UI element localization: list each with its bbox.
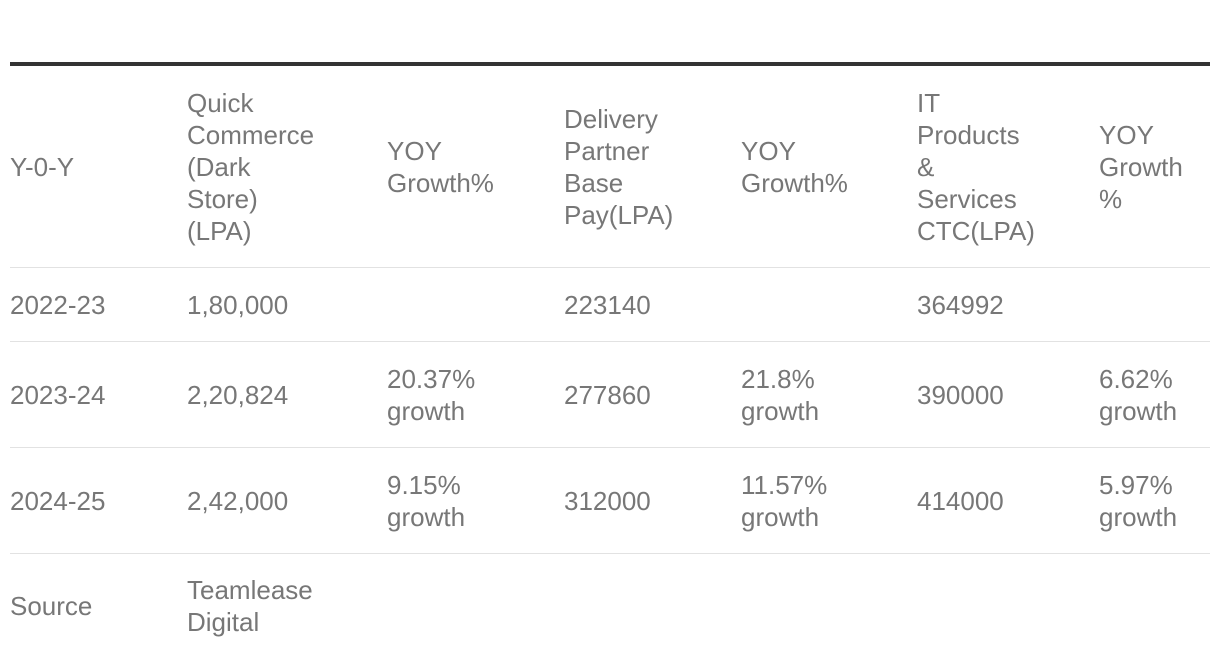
- cell-quick-commerce: 2,20,824: [187, 341, 387, 448]
- cell-yoy-growth-2: 11.57% growth: [741, 447, 917, 554]
- cell-it-products: 364992: [917, 267, 1099, 342]
- table-header-row: Y-0-Y Quick Commerce (Dark Store) (LPA) …: [10, 64, 1210, 268]
- cell-year: 2023-24: [10, 341, 187, 448]
- cell-delivery-partner: 312000: [564, 447, 741, 554]
- source-label: Source: [10, 553, 187, 657]
- cell-it-products: 414000: [917, 447, 1099, 554]
- table-source-row: Source Teamlease Digital: [10, 553, 1210, 657]
- cell-year: 2024-25: [10, 447, 187, 554]
- cell-yoy-growth-3: 6.62% growth: [1099, 341, 1210, 448]
- salary-comparison-table-container: Y-0-Y Quick Commerce (Dark Store) (LPA) …: [10, 62, 1210, 657]
- empty-cell: [741, 553, 917, 657]
- source-value: Teamlease Digital: [187, 553, 387, 657]
- header-yoy-growth-3: YOY Growth%: [1099, 119, 1183, 214]
- cell-delivery-partner: 277860: [564, 341, 741, 448]
- header-it-products: IT Products & Services CTC(LPA): [917, 87, 1035, 246]
- empty-cell: [564, 553, 741, 657]
- empty-cell: [387, 553, 564, 657]
- cell-quick-commerce: 2,42,000: [187, 447, 387, 554]
- cell-delivery-partner: 223140: [564, 267, 741, 342]
- salary-comparison-table: Y-0-Y Quick Commerce (Dark Store) (LPA) …: [10, 62, 1210, 657]
- header-yoy-growth-1: YOY Growth%: [387, 135, 494, 198]
- header-quick-commerce: Quick Commerce (Dark Store) (LPA): [187, 87, 315, 246]
- cell-year: 2022-23: [10, 267, 187, 342]
- cell-yoy-growth-2: [741, 267, 917, 342]
- cell-it-products: 390000: [917, 341, 1099, 448]
- cell-yoy-growth-1: 9.15% growth: [387, 447, 564, 554]
- cell-yoy-growth-1: 20.37% growth: [387, 341, 564, 448]
- header-delivery-partner: Delivery Partner Base Pay(LPA): [564, 103, 674, 230]
- empty-cell: [917, 553, 1099, 657]
- cell-yoy-growth-3: 5.97% growth: [1099, 447, 1210, 554]
- header-yoy-growth-2: YOY Growth%: [741, 135, 848, 198]
- empty-cell: [1099, 553, 1210, 657]
- cell-yoy-growth-2: 21.8% growth: [741, 341, 917, 448]
- table-row: 2024-25 2,42,000 9.15% growth 312000 11.…: [10, 447, 1210, 554]
- cell-yoy-growth-3: [1099, 267, 1210, 342]
- table-row: 2023-24 2,20,824 20.37% growth 277860 21…: [10, 341, 1210, 448]
- cell-quick-commerce: 1,80,000: [187, 267, 387, 342]
- table-row: 2022-23 1,80,000 223140 364992: [10, 267, 1210, 342]
- header-year: Y-0-Y: [10, 151, 75, 182]
- cell-yoy-growth-1: [387, 267, 564, 342]
